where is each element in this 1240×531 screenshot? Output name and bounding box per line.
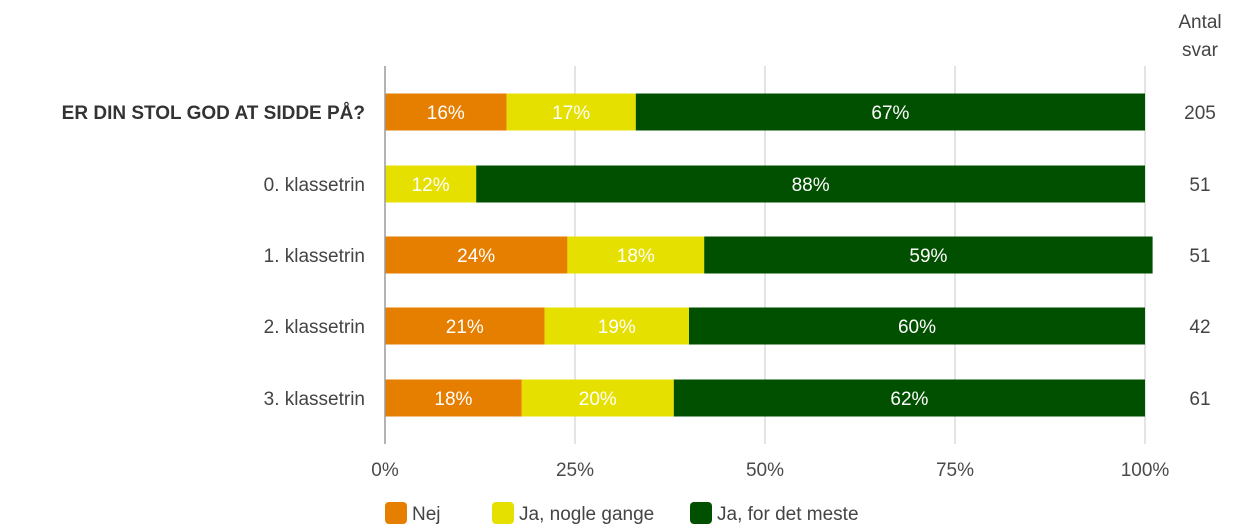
data-label: 62% (890, 389, 928, 410)
data-label: 18% (617, 246, 655, 267)
data-label: 16% (427, 103, 465, 124)
x-tick-label: 100% (1121, 460, 1170, 481)
category-label: 2. klassetrin (264, 317, 365, 338)
axis: 0% 25% 50% 75% 100% (371, 66, 1169, 481)
count-label: 51 (1189, 246, 1210, 267)
category-label: 0. klassetrin (264, 175, 365, 196)
x-tick-label: 25% (556, 460, 594, 481)
legend-label: Nej (412, 504, 441, 525)
legend-swatch (492, 502, 514, 524)
legend-swatch (385, 502, 407, 524)
legend-label: Ja, nogle gange (519, 504, 654, 525)
count-label: 42 (1189, 317, 1210, 338)
category-label: 1. klassetrin (264, 246, 365, 267)
count-label: 51 (1189, 175, 1210, 196)
bar-segment (689, 307, 1145, 345)
category-label: ER DIN STOL GOD AT SIDDE PÅ? (62, 103, 365, 124)
bar-segment (476, 165, 1145, 203)
category-label: 3. klassetrin (264, 389, 365, 410)
data-label: 17% (552, 103, 590, 124)
bar-segment (385, 165, 477, 203)
legend-swatch (690, 502, 712, 524)
bar-segment (635, 93, 1145, 131)
bar-segment (544, 307, 689, 345)
data-label: 67% (871, 103, 909, 124)
x-tick-label: 50% (746, 460, 784, 481)
bar-segment (673, 379, 1145, 417)
data-label: 24% (457, 246, 495, 267)
data-label: 12% (412, 175, 450, 196)
count-header: svar (1182, 40, 1219, 61)
data-label: 19% (598, 317, 636, 338)
bar-segment (567, 236, 705, 274)
data-label: 18% (434, 389, 472, 410)
bar-segment (704, 236, 1153, 274)
data-label: 59% (909, 246, 947, 267)
count-label: 61 (1189, 389, 1210, 410)
data-label: 60% (898, 317, 936, 338)
bar-segment (506, 93, 636, 131)
bar-segment (385, 236, 568, 274)
x-tick-label: 75% (936, 460, 974, 481)
labels: 16% 17% 67% ER DIN STOL GOD AT SIDDE PÅ? 205… (62, 12, 1222, 410)
legend-label: Ja, for det meste (717, 504, 859, 525)
data-label: 88% (792, 175, 830, 196)
bar-segment (385, 379, 522, 417)
count-label: 205 (1184, 103, 1216, 124)
legend: Nej Ja, nogle gange Ja, for det meste (385, 502, 859, 525)
bar-segment (385, 307, 545, 345)
bar-segment (521, 379, 674, 417)
data-label: 20% (579, 389, 617, 410)
bars (385, 93, 1153, 417)
x-tick-label: 0% (371, 460, 399, 481)
bar-segment (385, 93, 507, 131)
count-header: Antal (1178, 12, 1221, 33)
data-label: 21% (446, 317, 484, 338)
